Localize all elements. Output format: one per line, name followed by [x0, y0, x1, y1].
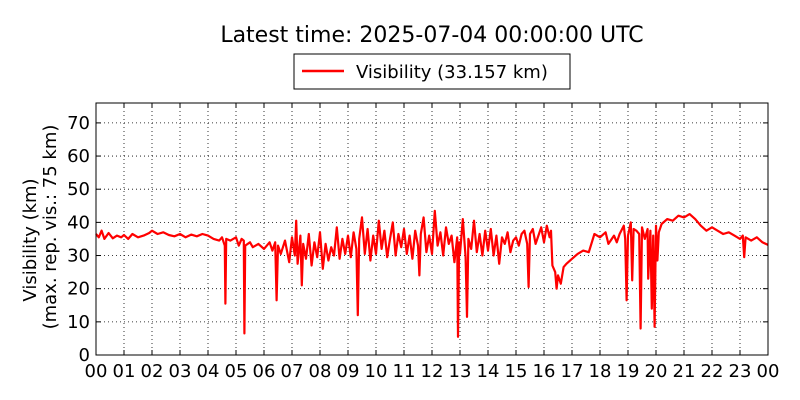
x-tick-label: 15	[505, 361, 528, 382]
y-tick-label: 20	[67, 279, 90, 300]
y-tick-label: 50	[67, 179, 90, 200]
x-tick-label: 18	[589, 361, 612, 382]
y-tick-label: 30	[67, 246, 90, 267]
x-tick-label: 00	[757, 361, 780, 382]
x-tick-label: 13	[449, 361, 472, 382]
y-axis-label-line2: (max. rep. vis.: 75 km)	[40, 125, 61, 330]
y-tick-label: 70	[67, 113, 90, 134]
grid-lines	[96, 103, 768, 355]
x-tick-label: 06	[253, 361, 276, 382]
x-tick-label: 01	[113, 361, 136, 382]
x-tick-label: 23	[729, 361, 752, 382]
x-tick-label: 21	[673, 361, 696, 382]
x-tick-label: 04	[197, 361, 220, 382]
x-tick-label: 05	[225, 361, 248, 382]
x-tick-label: 00	[85, 361, 108, 382]
x-tick-label: 16	[533, 361, 556, 382]
x-tick-label: 03	[169, 361, 192, 382]
chart-title: Latest time: 2025-07-04 00:00:00 UTC	[220, 23, 643, 48]
legend-label: Visibility (33.157 km)	[356, 62, 548, 83]
x-tick-label: 20	[645, 361, 668, 382]
x-tick-label: 12	[421, 361, 444, 382]
legend: Visibility (33.157 km)	[293, 53, 571, 90]
y-axis-label-line1: Visibility (km)	[20, 178, 41, 301]
y-tick-label: 60	[67, 146, 90, 167]
plot-frame	[95, 102, 769, 356]
series-layer	[95, 209, 769, 338]
x-tick-label: 07	[281, 361, 304, 382]
y-tick-label: 0	[79, 345, 90, 366]
y-tick-label: 10	[67, 312, 90, 333]
x-tick-label: 17	[561, 361, 584, 382]
x-tick-label: 08	[309, 361, 332, 382]
y-tick-label: 40	[67, 212, 90, 233]
x-tick-label: 11	[393, 361, 416, 382]
x-tick-label: 22	[701, 361, 724, 382]
x-tick-label: 09	[337, 361, 360, 382]
y-axis-label: Visibility (km)	[20, 178, 41, 301]
x-tick-label: 14	[477, 361, 500, 382]
series-line-visibility	[95, 209, 769, 338]
y-axis-label-sub: (max. rep. vis.: 75 km)	[40, 125, 61, 330]
x-tick-label: 19	[617, 361, 640, 382]
x-tick-label: 02	[141, 361, 164, 382]
x-tick-label: 10	[365, 361, 388, 382]
